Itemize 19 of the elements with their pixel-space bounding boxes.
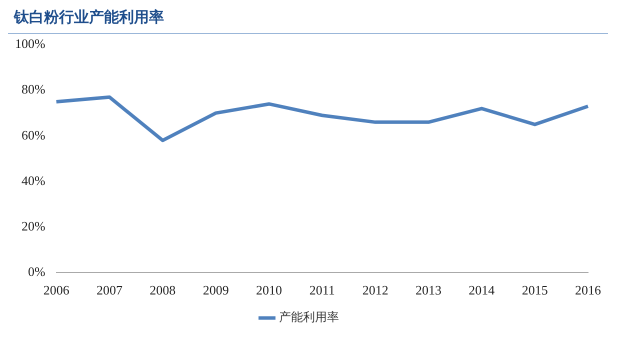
y-tick-label: 0% [28,264,46,279]
x-tick-label: 2006 [43,282,70,298]
x-tick-label: 2011 [309,282,335,298]
y-tick-label: 40% [21,172,46,188]
x-tick-label: 2010 [256,282,282,298]
y-tick-label: 100% [14,36,46,52]
x-tick-label: 2012 [362,282,388,298]
y-tick-label: 60% [21,127,46,142]
y-tick-label: 80% [21,82,46,97]
x-tick-label: 2007 [96,282,123,298]
legend-label: 产能利用率 [279,310,339,324]
x-tick-label: 2015 [522,282,548,298]
x-tick-label: 2013 [416,282,442,298]
x-tick-label: 2009 [202,282,229,298]
x-tick-label: 2016 [575,282,602,298]
chart-title: 钛白粉行业产能利用率 [8,8,608,34]
y-tick-label: 20% [21,218,46,234]
x-tick-label: 2008 [150,282,176,298]
x-tick-label: 2014 [468,282,496,298]
